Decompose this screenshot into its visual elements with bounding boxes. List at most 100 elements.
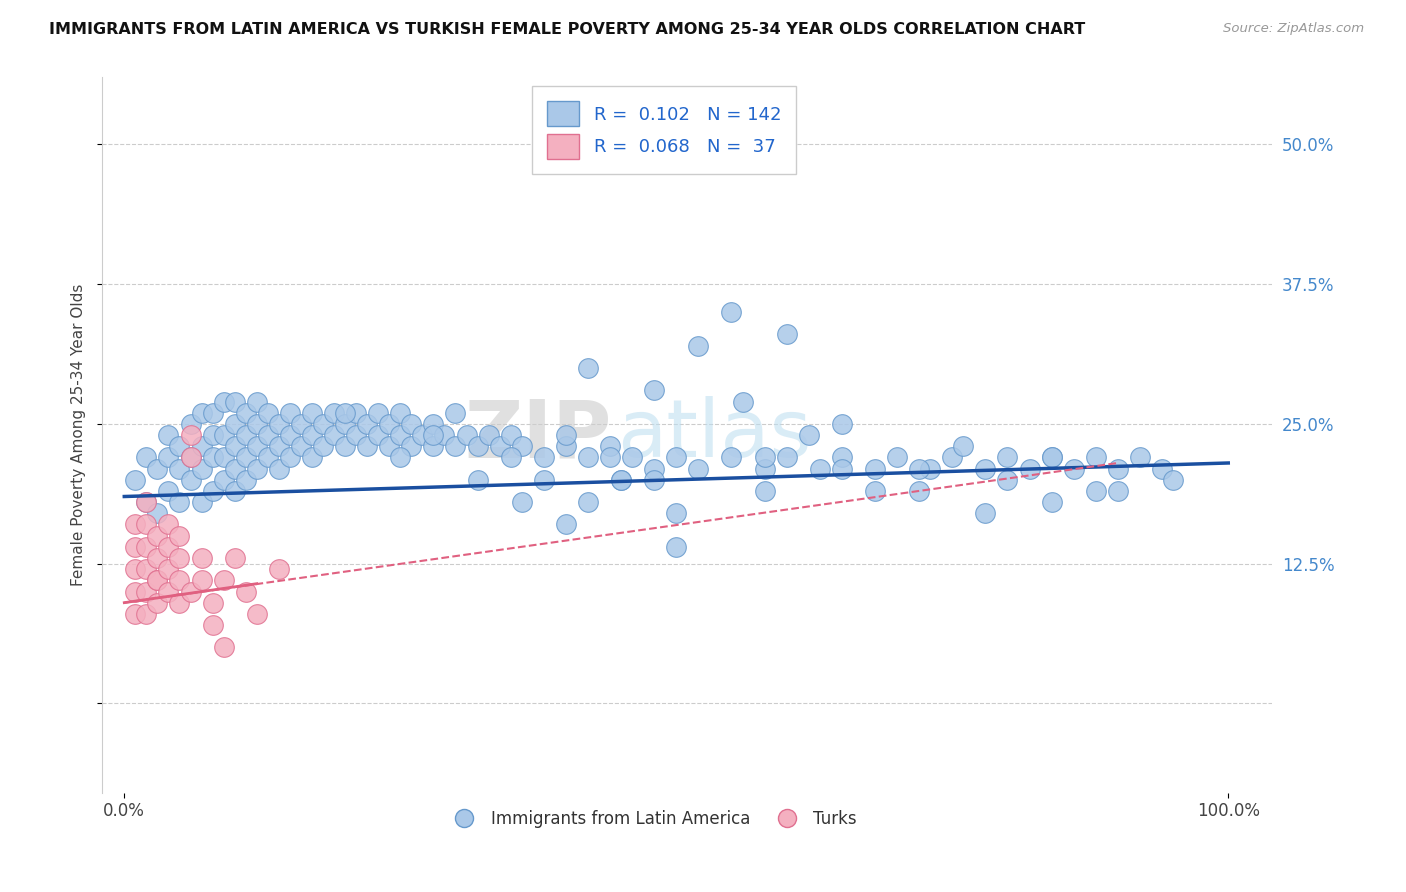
Point xyxy=(610,473,633,487)
Point xyxy=(180,450,202,465)
Point xyxy=(124,540,146,554)
Point xyxy=(908,483,931,498)
Point xyxy=(157,584,180,599)
Point xyxy=(146,574,169,588)
Point xyxy=(146,574,169,588)
Point xyxy=(997,450,1019,465)
Point xyxy=(157,483,180,498)
Point xyxy=(135,607,157,621)
Point xyxy=(1161,473,1184,487)
Point xyxy=(831,461,853,475)
Point xyxy=(267,461,290,475)
Point xyxy=(1040,495,1063,509)
Point xyxy=(1084,483,1107,498)
Point xyxy=(776,450,799,465)
Point xyxy=(246,461,269,475)
Point xyxy=(444,439,467,453)
Point xyxy=(312,417,335,431)
Text: IMMIGRANTS FROM LATIN AMERICA VS TURKISH FEMALE POVERTY AMONG 25-34 YEAR OLDS CO: IMMIGRANTS FROM LATIN AMERICA VS TURKISH… xyxy=(49,22,1085,37)
Point xyxy=(256,428,278,442)
Point xyxy=(643,384,665,398)
Point xyxy=(124,473,146,487)
Point xyxy=(499,450,522,465)
Point xyxy=(190,495,212,509)
Y-axis label: Female Poverty Among 25-34 Year Olds: Female Poverty Among 25-34 Year Olds xyxy=(72,284,86,586)
Point xyxy=(1018,461,1040,475)
Point xyxy=(831,417,853,431)
Point xyxy=(169,439,191,453)
Point xyxy=(146,551,169,566)
Point xyxy=(201,618,224,632)
Point xyxy=(378,417,401,431)
Point xyxy=(246,394,269,409)
Point xyxy=(344,406,367,420)
Point xyxy=(278,428,301,442)
Point xyxy=(688,461,710,475)
Point xyxy=(235,473,257,487)
Point xyxy=(180,417,202,431)
Point xyxy=(367,428,389,442)
Point xyxy=(808,461,831,475)
Point xyxy=(401,417,423,431)
Point xyxy=(333,406,356,420)
Point xyxy=(621,450,644,465)
Point xyxy=(433,428,456,442)
Point xyxy=(554,439,576,453)
Point xyxy=(467,439,489,453)
Point xyxy=(278,450,301,465)
Point xyxy=(610,473,633,487)
Point xyxy=(510,439,533,453)
Point xyxy=(180,584,202,599)
Point xyxy=(444,406,467,420)
Point xyxy=(212,450,235,465)
Point xyxy=(180,428,202,442)
Point xyxy=(190,439,212,453)
Point xyxy=(554,428,576,442)
Text: ZIP: ZIP xyxy=(464,396,612,474)
Point xyxy=(157,428,180,442)
Point xyxy=(169,461,191,475)
Point xyxy=(754,461,776,475)
Point xyxy=(224,461,246,475)
Point xyxy=(201,596,224,610)
Point xyxy=(135,584,157,599)
Point xyxy=(212,640,235,655)
Point xyxy=(180,473,202,487)
Point xyxy=(533,450,555,465)
Point xyxy=(974,506,997,520)
Point xyxy=(224,439,246,453)
Point xyxy=(797,428,820,442)
Point xyxy=(124,517,146,532)
Point xyxy=(401,439,423,453)
Point xyxy=(333,417,356,431)
Point xyxy=(146,461,169,475)
Point xyxy=(665,506,688,520)
Point xyxy=(499,428,522,442)
Point xyxy=(456,428,478,442)
Point xyxy=(510,495,533,509)
Point xyxy=(157,540,180,554)
Point xyxy=(180,450,202,465)
Point xyxy=(665,540,688,554)
Point xyxy=(124,584,146,599)
Legend: Immigrants from Latin America, Turks: Immigrants from Latin America, Turks xyxy=(440,803,863,834)
Point xyxy=(688,338,710,352)
Point xyxy=(135,517,157,532)
Point xyxy=(190,551,212,566)
Point xyxy=(863,461,886,475)
Point xyxy=(135,450,157,465)
Point xyxy=(754,483,776,498)
Point xyxy=(278,406,301,420)
Text: atlas: atlas xyxy=(617,396,811,474)
Point xyxy=(212,428,235,442)
Point xyxy=(235,406,257,420)
Point xyxy=(356,439,378,453)
Point xyxy=(1040,450,1063,465)
Point xyxy=(169,551,191,566)
Point xyxy=(478,428,501,442)
Point xyxy=(224,394,246,409)
Point xyxy=(201,450,224,465)
Point xyxy=(246,417,269,431)
Point xyxy=(301,450,323,465)
Point xyxy=(301,428,323,442)
